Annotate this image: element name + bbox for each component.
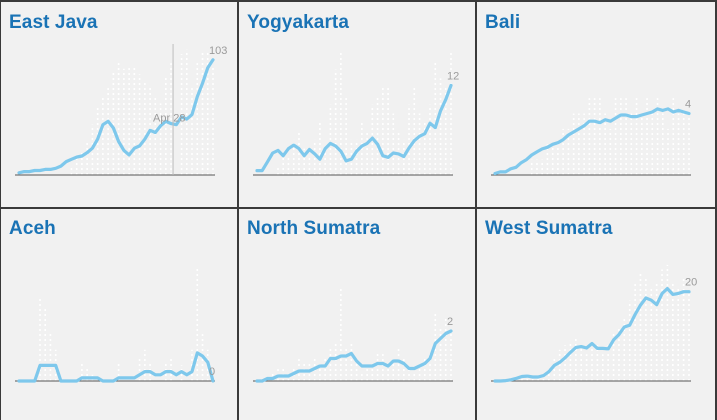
end-value-label: 12	[447, 70, 459, 82]
chart-yogyakarta: 12	[253, 52, 459, 176]
end-value-label: 20	[685, 277, 697, 289]
panel-west-sumatra: West Sumatra 20	[477, 210, 717, 420]
end-value-label: 0	[209, 366, 215, 378]
grid-column-divider	[237, 0, 239, 420]
panel-title: West Sumatra	[485, 218, 613, 239]
trend-line	[493, 287, 691, 383]
chart-west-sumatra: 20	[491, 264, 697, 383]
trend-line	[493, 107, 691, 176]
annotation-label: Apr 28	[153, 113, 185, 125]
end-value-label: 4	[685, 99, 691, 111]
trend-line	[17, 351, 215, 383]
chart-aceh: 0	[15, 268, 215, 383]
panel-yogyakarta: Yogyakarta 12	[239, 4, 475, 207]
trend-line	[255, 329, 453, 383]
panel-bali: Bali 4	[477, 4, 717, 207]
grid-left-border	[0, 0, 1, 420]
trend-line	[255, 83, 453, 173]
panel-title: East Java	[9, 12, 98, 33]
chart-north-sumatra: 2	[253, 288, 453, 383]
panel-title: Bali	[485, 12, 521, 33]
panel-title: Yogyakarta	[247, 12, 350, 33]
end-value-label: 103	[209, 45, 227, 57]
trend-line	[17, 58, 215, 175]
panel-north-sumatra: North Sumatra 2	[239, 210, 475, 420]
panel-aceh: Aceh 0	[1, 210, 237, 420]
grid-top-border	[0, 0, 717, 2]
grid-row-divider	[0, 207, 717, 209]
panel-east-java: East Java 103 Apr 28	[1, 4, 237, 207]
grid-column-divider	[475, 0, 477, 420]
panel-title: Aceh	[9, 218, 56, 239]
end-value-label: 2	[447, 316, 453, 328]
panel-title: North Sumatra	[247, 218, 381, 239]
grid-right-border	[715, 0, 717, 420]
chart-bali: 4	[491, 98, 691, 176]
chart-east-java: 103 Apr 28	[15, 44, 227, 176]
